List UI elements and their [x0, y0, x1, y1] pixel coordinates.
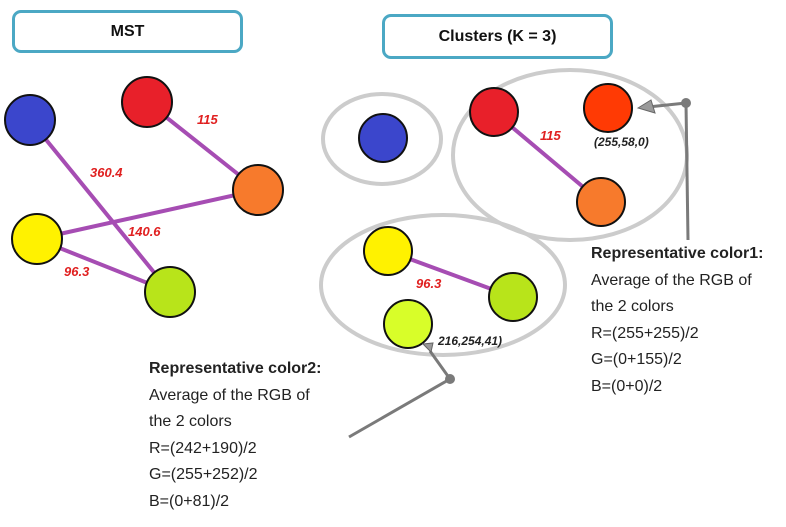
cluster-edge-label-96: 96.3	[416, 276, 442, 291]
note2-line: B=(0+81)/2	[149, 492, 230, 510]
mst-edge-label-115: 115	[197, 112, 218, 127]
mst-edge-label-360: 360.4	[90, 165, 123, 180]
mst-node-orange	[232, 164, 284, 216]
cluster-edge-label-115: 115	[540, 128, 561, 143]
pointer-color1	[636, 98, 691, 241]
representative-color2-note: Representative color2: Average of the RG…	[149, 356, 322, 515]
cluster-node-blue	[358, 113, 408, 163]
note2-title: Representative color2:	[149, 360, 322, 377]
mst-edge-label-140: 140.6	[128, 224, 161, 239]
clusters-title-box: Clusters (K = 3)	[382, 14, 613, 59]
mst-node-blue	[4, 94, 56, 146]
clusters-title: Clusters (K = 3)	[438, 27, 557, 45]
mst-node-red	[121, 76, 173, 128]
note2-line: R=(242+190)/2	[149, 439, 257, 457]
note1-line: G=(0+155)/2	[591, 351, 682, 368]
note1-line: Average of the RGB of	[591, 271, 752, 289]
cluster-node-orange	[576, 177, 626, 227]
cluster-node-green	[488, 272, 538, 322]
mst-node-yellow	[11, 213, 63, 265]
note2-line: Average of the RGB of	[149, 386, 310, 404]
mst-edge-label-96: 96.3	[64, 264, 90, 279]
note2-line: G=(255+252)/2	[149, 466, 258, 483]
note1-line: R=(255+255)/2	[591, 324, 699, 342]
cluster-node-yellow	[363, 226, 413, 276]
pointer-color2	[348, 342, 455, 439]
note1-line: B=(0+0)/2	[591, 377, 663, 395]
mst-node-green	[144, 266, 196, 318]
mst-title: MST	[110, 22, 145, 40]
rgb-label-yellow-green: 216,254,41)	[437, 334, 502, 348]
mst-edge-yellow-orange	[35, 188, 260, 241]
cluster-node-yellow-green	[383, 299, 433, 349]
cluster-node-red	[469, 87, 519, 137]
mst-graph: 115 360.4 140.6 96.3	[4, 76, 284, 318]
note1-title: Representative color1:	[591, 245, 764, 262]
note1-line: the 2 colors	[591, 298, 674, 315]
rgb-label-orange-red: (255,58,0)	[594, 135, 649, 149]
mst-edge-blue-green	[28, 118, 172, 294]
representative-color1-note: Representative color1: Average of the RG…	[591, 241, 764, 400]
cluster-ring-3	[319, 213, 567, 357]
cluster-ring-1	[321, 92, 443, 186]
cluster-node-orange-red	[583, 83, 633, 133]
cluster-graph: 115 96.3 (255,58,0) 216,254,41)	[319, 68, 691, 439]
note2-line: the 2 colors	[149, 413, 232, 430]
mst-title-box: MST	[12, 10, 243, 53]
